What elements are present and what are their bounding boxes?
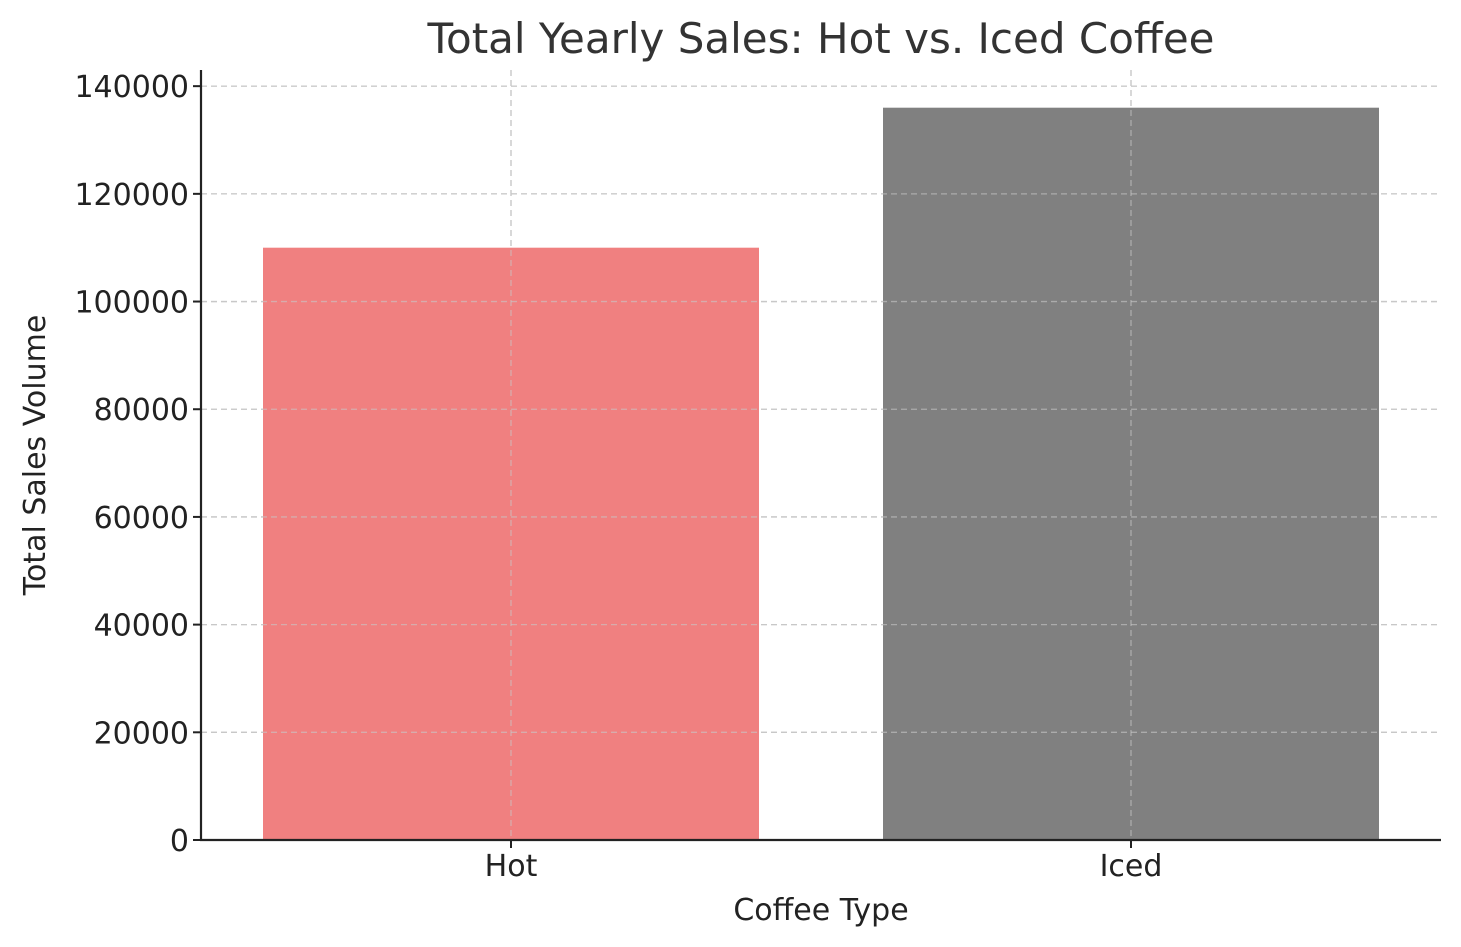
y-tick-label: 120000 <box>74 178 189 213</box>
axes <box>199 70 1441 842</box>
x-axis-ticks: Hot Iced <box>485 840 1163 884</box>
x-axis-label: Coffee Type <box>733 893 908 928</box>
y-axis-ticks: 0 20000 40000 60000 80000 100000 120000 140000 <box>74 70 201 859</box>
y-tick-label: 0 <box>170 824 189 859</box>
y-tick-label: 20000 <box>94 716 189 751</box>
bars <box>201 70 1441 840</box>
chart-title: Total Yearly Sales: Hot vs. Iced Coffee <box>426 14 1214 63</box>
y-axis-label: Total Sales Volume <box>18 315 53 597</box>
y-tick-label: 140000 <box>74 70 189 105</box>
y-tick-label: 60000 <box>94 501 189 536</box>
y-tick-label: 100000 <box>74 286 189 321</box>
x-tick-label: Iced <box>1100 849 1163 884</box>
x-tick-label: Hot <box>485 849 538 884</box>
y-tick-label: 40000 <box>94 609 189 644</box>
y-tick-label: 80000 <box>94 393 189 428</box>
